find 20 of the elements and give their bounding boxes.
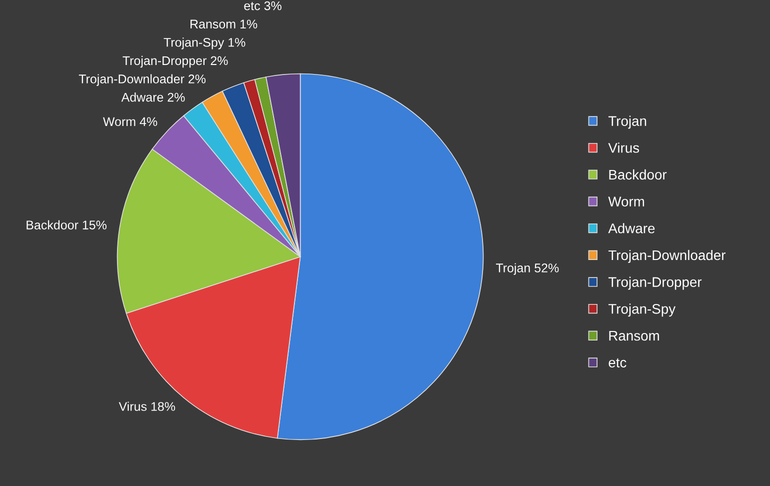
legend-label: Worm [608,196,644,206]
category-label: Virus 18% [118,402,176,411]
legend-label: etc [608,358,626,368]
category-label: Trojan 52% [496,263,559,275]
legend-label: Ransom [609,330,659,341]
legend-label: Trojan [608,116,646,129]
legend-label: Backdoor [609,169,667,180]
category-label: etc 3% [244,1,282,10]
legend-label: Virus [608,142,640,153]
legend-label: Trojan-Downloader [608,250,726,263]
category-label: Backdoor 15% [26,220,106,230]
legend-label: Trojan-Dropper [608,276,702,290]
legend-label: Trojan-Spy [608,304,676,317]
category-label: Trojan-Spy 1% [164,38,246,50]
category-label: Worm 4% [103,117,158,126]
legend-label: Adware [608,223,655,234]
category-label: Trojan-Dropper 2% [122,56,228,68]
category-label: Trojan-Downloader 2% [78,74,206,86]
category-label: Ransom 1% [190,20,258,29]
category-label: Adware 2% [121,92,185,102]
